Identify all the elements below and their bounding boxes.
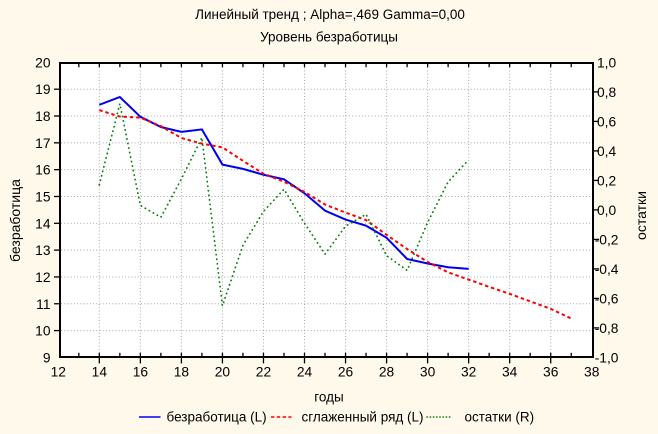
svg-text:12: 12 [51,365,66,380]
svg-text:38: 38 [584,365,600,380]
svg-text:22: 22 [256,365,271,380]
svg-text:годы: годы [314,390,343,405]
svg-text:-0,2: -0,2 [595,232,619,247]
svg-text:-1,0: -1,0 [595,350,619,365]
svg-text:безработица: безработица [7,179,23,262]
svg-text:28: 28 [379,365,395,380]
svg-text:остатки: остатки [633,191,649,240]
svg-text:26: 26 [338,365,354,380]
svg-text:0,0: 0,0 [597,203,617,218]
svg-text:36: 36 [543,365,559,380]
svg-text:11: 11 [36,297,50,312]
svg-text:19: 19 [35,82,51,97]
svg-text:13: 13 [35,243,51,258]
svg-text:16: 16 [35,163,51,178]
svg-text:0,2: 0,2 [597,173,616,188]
svg-text:Линейный тренд ; Alpha=,469 Ga: Линейный тренд ; Alpha=,469 Gamma=0,00 [195,7,465,22]
svg-text:0,4: 0,4 [597,144,617,159]
svg-text:-0,6: -0,6 [595,291,619,306]
svg-text:остатки (R): остатки (R) [465,410,535,425]
svg-text:-0,8: -0,8 [595,321,619,336]
svg-text:сглаженный ряд (L): сглаженный ряд (L) [302,410,424,425]
svg-text:15: 15 [35,189,51,204]
svg-text:-0,4: -0,4 [595,262,619,277]
svg-text:32: 32 [461,365,476,380]
svg-text:20: 20 [35,55,51,70]
svg-text:9: 9 [43,350,51,365]
svg-text:17: 17 [35,136,50,151]
svg-text:20: 20 [215,365,231,380]
svg-text:18: 18 [35,109,51,124]
svg-text:Уровень безработицы: Уровень безработицы [260,30,398,45]
svg-text:безработица (L): безработица (L) [167,410,267,425]
svg-text:14: 14 [92,365,108,380]
svg-text:30: 30 [420,365,436,380]
svg-text:24: 24 [297,365,313,380]
svg-text:1,0: 1,0 [597,55,617,70]
svg-text:18: 18 [174,365,190,380]
svg-text:10: 10 [35,324,51,339]
svg-text:0,8: 0,8 [597,85,617,100]
svg-text:0,6: 0,6 [597,114,617,129]
svg-text:16: 16 [133,365,149,380]
svg-text:34: 34 [502,365,518,380]
svg-text:12: 12 [35,270,50,285]
svg-text:14: 14 [35,216,51,231]
